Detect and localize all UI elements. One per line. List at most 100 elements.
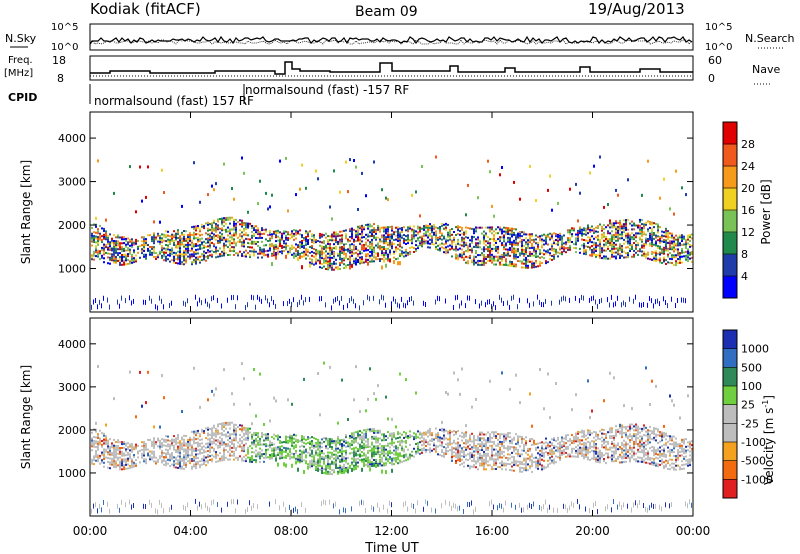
echo-cell <box>217 297 218 303</box>
echo-cell <box>211 184 213 188</box>
echo-cell <box>215 427 217 430</box>
colorbar-swatch <box>723 122 737 145</box>
echo-cell <box>533 264 535 267</box>
echo-cell <box>281 451 283 454</box>
echo-cell <box>341 446 343 449</box>
echo-cell <box>389 449 391 454</box>
echo-cell <box>535 199 537 202</box>
echo-cell <box>367 446 369 448</box>
echo-cell <box>193 440 195 443</box>
echo-cell <box>205 442 207 445</box>
echo-cell <box>113 245 115 248</box>
echo-cell <box>499 263 501 266</box>
echo-cell <box>647 240 649 242</box>
echo-cell <box>289 233 291 236</box>
echo-cell <box>475 244 477 247</box>
echo-cell <box>393 252 395 255</box>
echo-cell <box>119 303 120 309</box>
echo-cell <box>285 230 287 233</box>
echo-cell <box>171 438 173 441</box>
echo-cell <box>383 246 385 249</box>
echo-cell <box>343 249 345 252</box>
echo-cell <box>649 232 651 235</box>
echo-cell <box>361 234 363 237</box>
echo-cell <box>303 445 305 448</box>
echo-cell <box>207 245 209 248</box>
echo-cell <box>229 458 231 461</box>
echo-cell <box>275 399 277 403</box>
echo-cell <box>221 440 223 442</box>
echo-cell <box>385 247 387 250</box>
echo-cell <box>501 255 503 258</box>
echo-cell <box>503 263 505 266</box>
echo-cell <box>353 447 355 450</box>
echo-cell <box>367 294 368 300</box>
echo-cell <box>293 297 294 303</box>
echo-cell <box>569 187 571 191</box>
echo-cell <box>377 453 379 455</box>
echo-cell <box>591 241 593 244</box>
echo-cell <box>465 303 466 309</box>
echo-cell <box>673 264 675 267</box>
echo-cell <box>197 437 199 440</box>
echo-cell <box>251 460 253 463</box>
echo-cell <box>465 226 467 229</box>
echo-cell <box>205 464 207 467</box>
echo-cell <box>671 296 672 302</box>
echo-cell <box>153 450 155 453</box>
echo-cell <box>627 232 629 235</box>
echo-cell <box>345 237 347 240</box>
echo-cell <box>189 442 191 445</box>
echo-cell <box>229 242 231 245</box>
echo-cell <box>153 238 155 241</box>
echo-cell <box>505 262 507 265</box>
echo-cell <box>485 256 487 258</box>
echo-cell <box>545 242 547 245</box>
echo-cell <box>371 443 373 446</box>
echo-cell <box>583 250 585 253</box>
echo-cell <box>433 233 435 236</box>
echo-cell <box>165 234 167 237</box>
echo-cell <box>421 235 423 238</box>
echo-cell <box>235 222 237 225</box>
echo-cell <box>391 461 393 464</box>
echo-cell <box>373 506 374 512</box>
echo-cell <box>233 437 235 440</box>
echo-cell <box>479 240 481 243</box>
echo-cell <box>187 460 189 463</box>
echo-cell <box>119 452 121 455</box>
echo-cell <box>305 450 307 453</box>
echo-cell <box>227 458 229 461</box>
echo-cell <box>123 458 125 461</box>
echo-cell <box>233 226 235 229</box>
echo-cell <box>101 246 103 249</box>
echo-cell <box>169 260 171 263</box>
echo-cell <box>545 240 547 243</box>
echo-cell <box>211 249 213 252</box>
echo-cell <box>411 236 413 239</box>
echo-cell <box>113 466 115 468</box>
echo-cell <box>187 251 189 254</box>
echo-cell <box>231 236 233 239</box>
echo-cell <box>645 241 647 244</box>
echo-cell <box>411 246 413 249</box>
echo-cell <box>503 252 505 255</box>
echo-cell <box>229 446 231 449</box>
echo-cell <box>611 224 613 227</box>
echo-cell <box>129 453 131 456</box>
echo-cell <box>339 460 341 463</box>
echo-cell <box>639 248 641 251</box>
echo-cell <box>193 245 195 248</box>
echo-cell <box>505 226 507 229</box>
echo-cell <box>261 432 263 434</box>
echo-cell <box>345 233 347 236</box>
nsearch-label: N.Search <box>745 32 795 45</box>
echo-cell <box>665 243 667 246</box>
echo-cell <box>211 230 213 233</box>
echo-cell <box>371 463 373 465</box>
echo-cell <box>211 238 213 240</box>
echo-cell <box>307 248 309 251</box>
echo-cell <box>341 251 343 254</box>
echo-cell <box>341 238 343 241</box>
echo-cell <box>145 462 147 465</box>
